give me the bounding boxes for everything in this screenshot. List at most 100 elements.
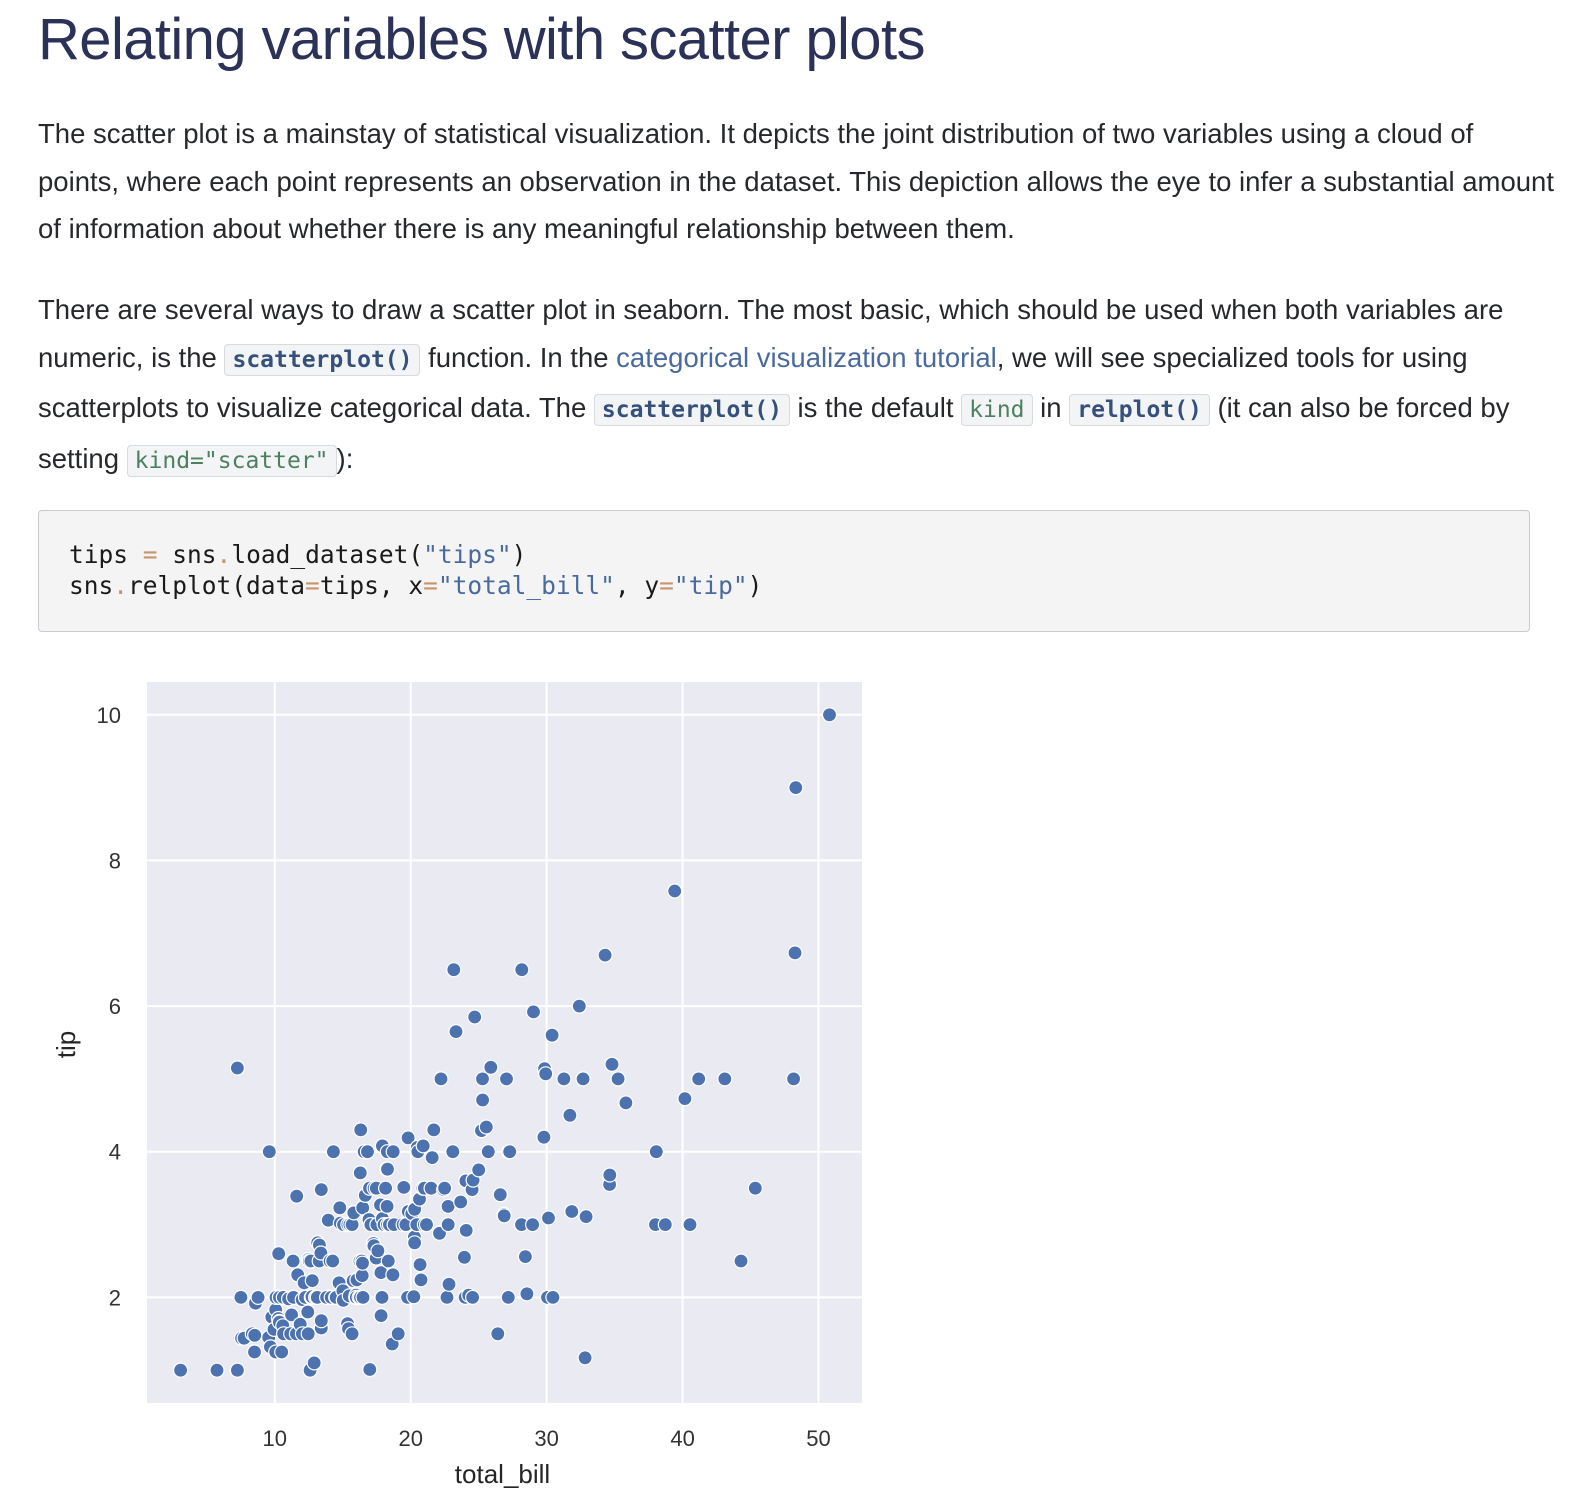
data-point [544,1027,560,1043]
x-tick-label: 20 [398,1426,422,1451]
x-tick-label: 50 [806,1426,830,1451]
data-point [446,962,462,978]
data-point [362,1361,378,1378]
data-point [496,1208,512,1224]
data-point [344,1326,360,1342]
data-point [578,1208,594,1225]
data-point [426,1122,442,1138]
data-point [407,1235,423,1251]
data-point [379,1198,395,1215]
y-tick-label: 10 [97,703,121,728]
data-point [285,1253,301,1269]
data-point [370,1243,386,1259]
x-tick-label: 40 [670,1426,694,1451]
data-point [440,1198,456,1215]
data-point [536,1129,552,1145]
data-point [677,1090,693,1107]
data-point [575,1071,591,1087]
data-point [456,1249,472,1265]
data-point [445,1144,461,1160]
data-point [306,1355,322,1371]
data-point [788,779,804,796]
data-point [525,1004,542,1020]
scatterplot-paragraph: There are several ways to draw a scatter… [38,286,1558,485]
data-point [304,1272,320,1289]
data-point [545,1289,561,1306]
page-title: Relating variables with scatter plots [38,7,925,72]
text-span: , we will see specialized tools for usin… [38,341,1468,424]
data-point [261,1144,277,1160]
data-point [325,1144,341,1160]
data-point [448,1023,464,1040]
data-point [325,1253,341,1269]
data-point [657,1216,673,1233]
data-point [439,1289,455,1306]
data-point [233,1289,249,1306]
text-span: is the default [789,392,962,423]
y-tick-label: 6 [109,994,121,1019]
scatterplot-function-ref[interactable]: scatterplot() [593,394,790,426]
data-point [556,1071,572,1087]
data-point [359,1144,376,1160]
data-point [209,1362,225,1378]
data-point [229,1362,245,1378]
relplot-function-ref[interactable]: relplot() [1069,394,1210,426]
data-point [667,883,683,899]
data-point [385,1267,401,1283]
data-point [498,1071,515,1087]
data-point [385,1144,401,1160]
text-span: (it can also be forced by setting [38,392,1510,474]
data-point [604,1056,620,1072]
data-point [406,1289,422,1305]
data-point [412,1256,428,1273]
data-point [618,1095,634,1111]
data-point [284,1307,300,1323]
data-point [787,945,803,961]
data-point [300,1326,316,1342]
data-point [313,1181,329,1198]
data-point [733,1253,749,1269]
data-point [173,1362,189,1378]
data-point [717,1071,733,1087]
data-point [475,1092,491,1108]
data-point [355,1289,371,1306]
data-point [437,1180,453,1196]
data-point [480,1144,496,1160]
kind-scatter-code: kind="scatter" [126,444,337,477]
data-point [400,1130,416,1146]
data-point [492,1187,508,1203]
data-point [246,1344,263,1360]
data-point [490,1326,506,1342]
data-point [390,1326,406,1342]
data-point [441,1276,457,1292]
text-span: in [1032,392,1070,423]
data-point [502,1144,518,1160]
data-point [374,1289,390,1306]
code-block[interactable]: tips = sns.load_dataset("tips") sns.relp… [38,510,1530,632]
data-point [354,1255,371,1271]
data-point [538,1066,554,1082]
data-point [453,1194,469,1210]
categorical-tutorial-link[interactable]: categorical visualization tutorial [616,341,997,373]
data-point [514,962,530,978]
intro-paragraph: The scatter plot is a mainstay of statis… [38,118,1554,244]
data-point [300,1304,316,1320]
data-point [571,998,587,1014]
data-point [250,1289,266,1306]
data-point [289,1188,305,1204]
data-point [424,1149,440,1166]
data-point [562,1107,578,1123]
data-point [465,1289,481,1306]
data-point [229,1060,245,1076]
data-point [378,1180,394,1196]
data-point [648,1144,664,1160]
data-point [597,947,613,963]
code-text: tips = sns.load_dataset("tips") sns.relp… [69,540,763,600]
data-point [413,1272,429,1288]
x-tick-label: 10 [263,1426,287,1451]
data-point [440,1216,456,1233]
scatterplot-function-ref[interactable]: scatterplot() [224,343,421,376]
data-point [517,1248,534,1265]
data-point [418,1216,435,1233]
